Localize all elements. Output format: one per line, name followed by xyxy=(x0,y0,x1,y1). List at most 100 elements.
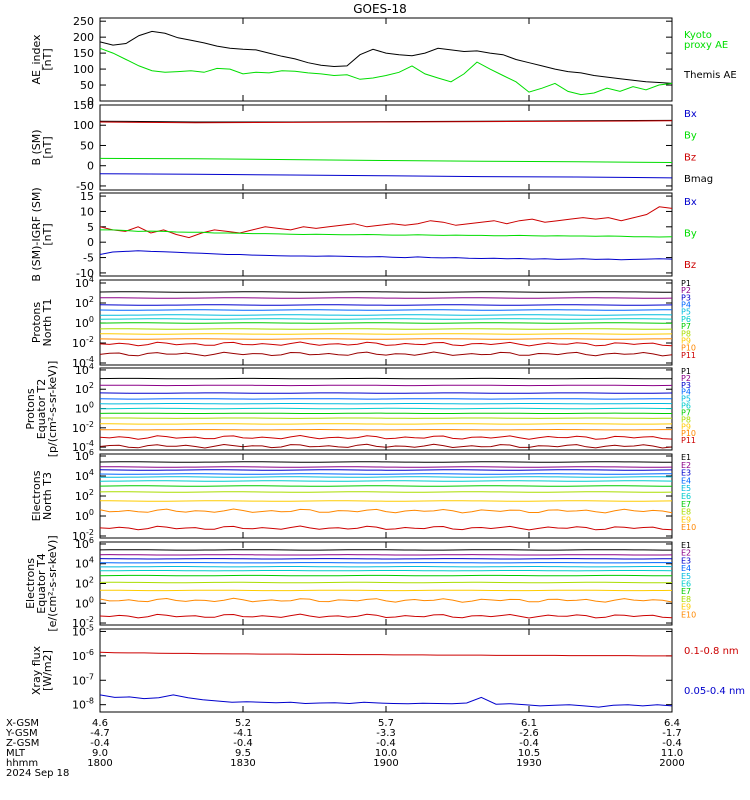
x-row-label: hhmm xyxy=(6,758,38,769)
x-tick-label: 4.6 xyxy=(92,718,108,729)
x-tick-label: 9.5 xyxy=(235,748,251,759)
x-tick-label: -2.6 xyxy=(519,728,539,739)
y-tick-label: 150 xyxy=(73,99,94,112)
y-tick-label: 250 xyxy=(73,15,94,28)
panel-frame xyxy=(99,17,673,102)
y-tick-label: 104 xyxy=(75,556,94,571)
series-line xyxy=(99,47,673,96)
legend-entry: P10 xyxy=(681,429,696,438)
legend-entry: Bz xyxy=(684,260,696,271)
x-tick-label: -0.4 xyxy=(376,738,396,749)
y-tick-label: 50 xyxy=(80,139,94,152)
y-tick-label: 102 xyxy=(75,381,94,396)
legend-entry: E9 xyxy=(681,515,691,524)
legend-entry: P10 xyxy=(681,344,696,353)
legend-entry: P4 xyxy=(681,301,691,310)
y-tick-label: 150 xyxy=(73,47,94,60)
legend-entry: P7 xyxy=(681,408,691,417)
y-tick-label: -5 xyxy=(83,252,94,265)
legend-entry: E8 xyxy=(681,508,691,517)
legend-entry: E8 xyxy=(681,595,691,604)
y-axis-label: B (SM)[nT] xyxy=(30,129,54,165)
x-tick-label: -0.4 xyxy=(662,738,682,749)
legend-entry: E6 xyxy=(681,580,691,589)
y-axis-label: ProtonsNorth T1 xyxy=(30,299,54,347)
y-axis-label: AE_index[nT] xyxy=(30,34,54,85)
y-axis-label: B (SM)-IGRF (SM)[nT] xyxy=(30,187,54,281)
legend-entry: Kyoto xyxy=(684,30,712,41)
x-tick-label: 5.7 xyxy=(378,718,394,729)
legend-entry: Bmag xyxy=(684,174,713,185)
legend-entry: E5 xyxy=(681,572,691,581)
legend-entry: P8 xyxy=(681,415,691,424)
panel-xray: 10-5 10-6 10-7 10-8 Xray flux[W/m2] 0.1-0.8 n… xyxy=(30,623,745,713)
y-tick-label: 100 xyxy=(75,315,94,330)
y-tick-label: 100 xyxy=(73,63,94,76)
x-row-label: Y-GSM xyxy=(5,728,38,739)
legend-entry: E10 xyxy=(681,523,696,532)
y-tick-label: 104 xyxy=(75,468,94,483)
y-tick-label: 104 xyxy=(75,275,94,290)
panel-bsm: 150 100 50 0 -50 B (SM)[nT] Bx By Bz Bmag xyxy=(30,99,713,193)
y-tick-label: 200 xyxy=(73,31,94,44)
y-tick-label: 102 xyxy=(75,488,94,503)
x-tick-label: -4.1 xyxy=(233,728,253,739)
y-tick-label: 0 xyxy=(87,160,94,173)
channel-line xyxy=(99,341,673,347)
x-tick-label: 1830 xyxy=(230,758,255,769)
series-line xyxy=(99,250,673,261)
series-line xyxy=(99,694,673,708)
channel-line xyxy=(99,434,673,440)
legend-entry: proxy AE xyxy=(684,40,728,51)
legend-entry: P11 xyxy=(681,436,696,445)
y-axis-label: ElectronsNorth T3 xyxy=(30,470,54,521)
x-row-label: Z-GSM xyxy=(6,738,39,749)
y-tick-label: 100 xyxy=(75,595,94,610)
series-line xyxy=(99,120,673,124)
legend-entry: E5 xyxy=(681,484,691,493)
series-line xyxy=(99,206,673,239)
channel-line xyxy=(99,351,673,357)
series-line xyxy=(99,173,673,179)
channel-line xyxy=(99,508,673,514)
legend-entry: By xyxy=(684,229,697,240)
legend-entry: P2 xyxy=(681,286,691,295)
legend-entry: E7 xyxy=(681,587,691,596)
legend-entry: E1 xyxy=(681,453,691,462)
x-tick-label: 1900 xyxy=(373,758,398,769)
series-line xyxy=(99,651,672,657)
y-tick-label: 102 xyxy=(75,295,94,310)
y-tick-label: 10-6 xyxy=(72,648,94,663)
y-tick-label: 106 xyxy=(75,448,94,463)
channel-line xyxy=(99,597,673,603)
legend-entry: P9 xyxy=(681,422,691,431)
legend-entry: P9 xyxy=(681,336,691,345)
y-axis-label: Xray flux[W/m2] xyxy=(30,645,54,695)
legend-entry: E2 xyxy=(681,461,691,470)
y-tick-label: 5 xyxy=(87,221,94,234)
legend-entry: P11 xyxy=(681,351,696,360)
x-tick-label: 10.0 xyxy=(375,748,397,759)
legend-entry: E4 xyxy=(681,476,691,485)
y-tick-label: 10-7 xyxy=(72,672,94,687)
legend-entry: E6 xyxy=(681,492,691,501)
y-tick-label: 0 xyxy=(87,236,94,249)
legend-entry: P6 xyxy=(681,315,691,324)
legend-entry: P7 xyxy=(681,322,691,331)
y-tick-label: 15 xyxy=(80,190,94,203)
legend-entry: By xyxy=(684,131,697,142)
y-tick-label: -10 xyxy=(76,267,94,280)
legend-entry: Themis AE xyxy=(683,70,737,81)
legend-entry: P3 xyxy=(681,293,691,302)
x-tick-label: 1930 xyxy=(516,758,541,769)
x-row-label: X-GSM xyxy=(6,718,39,729)
x-row-label: MLT xyxy=(6,748,26,759)
x-tick-label: -0.4 xyxy=(519,738,539,749)
y-tick-label: 10-2 xyxy=(72,335,94,350)
y-tick-label: 106 xyxy=(75,536,94,551)
legend-entry: E4 xyxy=(681,564,691,573)
